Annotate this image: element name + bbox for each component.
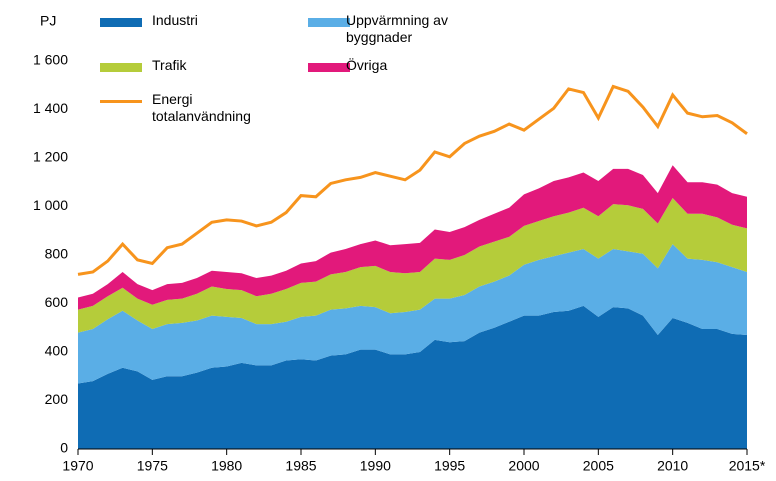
x-tick-label: 1995 bbox=[434, 458, 465, 474]
legend-swatch bbox=[100, 63, 142, 72]
area bbox=[78, 244, 747, 384]
y-axis-label: PJ bbox=[40, 13, 56, 29]
legend-label: Energi totalanvändning bbox=[152, 91, 251, 124]
y-tick-label: 1 200 bbox=[33, 149, 68, 165]
x-tick-label: 2005 bbox=[583, 458, 614, 474]
legend-swatch bbox=[100, 100, 142, 103]
x-tick-label: 1990 bbox=[360, 458, 391, 474]
x-tick-label: 1970 bbox=[62, 458, 93, 474]
legend-swatch bbox=[308, 18, 350, 27]
area bbox=[78, 305, 747, 449]
y-tick-label: 600 bbox=[45, 294, 69, 310]
x-tick-label: 2015* bbox=[729, 458, 766, 474]
y-tick-label: 800 bbox=[45, 246, 69, 262]
y-tick-label: 1 600 bbox=[33, 52, 68, 68]
y-tick-label: 1 400 bbox=[33, 100, 68, 116]
y-tick-label: 0 bbox=[60, 440, 68, 456]
legend-swatch bbox=[100, 18, 142, 27]
area bbox=[78, 198, 747, 333]
x-tick-label: 1985 bbox=[285, 458, 316, 474]
y-tick-label: 400 bbox=[45, 343, 69, 359]
x-tick-label: 1975 bbox=[137, 458, 168, 474]
area bbox=[78, 165, 747, 310]
y-tick-label: 200 bbox=[45, 391, 69, 407]
y-tick-label: 1 000 bbox=[33, 197, 68, 213]
legend-label: Industri bbox=[152, 12, 198, 28]
legend-label: Övriga bbox=[346, 57, 388, 73]
legend-label: Uppvärmning av byggnader bbox=[346, 12, 448, 45]
x-tick-label: 1980 bbox=[211, 458, 242, 474]
legend-swatch bbox=[308, 63, 350, 72]
x-tick-label: 2000 bbox=[508, 458, 539, 474]
legend-label: Trafik bbox=[152, 57, 187, 73]
line bbox=[77, 84, 748, 276]
x-tick-label: 2010 bbox=[657, 458, 688, 474]
